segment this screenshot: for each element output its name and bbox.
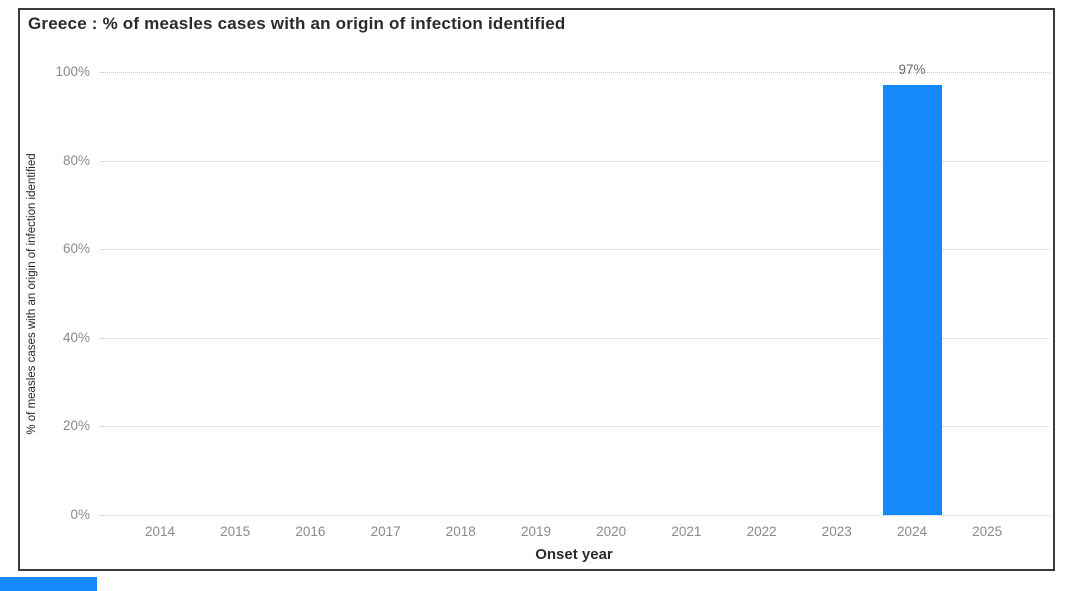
- y-tick-label: 60%: [62, 241, 90, 257]
- gridline-0%: [100, 515, 1050, 516]
- x-tick-label-2020: 2020: [596, 524, 627, 539]
- x-tick-label-2016: 2016: [295, 524, 326, 539]
- x-tick-label-2024: 2024: [896, 524, 928, 539]
- y-tick-label: 0%: [70, 507, 90, 522]
- x-tick-label-2014: 2014: [144, 524, 176, 539]
- gridline-20%: [100, 426, 1050, 428]
- gridline-100%: [100, 72, 1050, 73]
- x-tick-label-2022: 2022: [746, 524, 777, 539]
- bar-value-label-2024: 97%: [898, 62, 926, 78]
- chart-title: Greece : % of measles cases with an orig…: [28, 14, 566, 33]
- y-tick-label: 20%: [62, 418, 90, 434]
- gridline-60%: [100, 249, 1050, 251]
- gridline-80%: [100, 160, 1050, 162]
- chart-frame: [18, 8, 1055, 571]
- y-axis-title: % of measles cases with an origin of inf…: [26, 153, 38, 435]
- x-axis-title: Onset year: [535, 546, 613, 563]
- x-tick-label-2021: 2021: [671, 524, 702, 539]
- x-tick-label-2019: 2019: [520, 524, 552, 539]
- x-tick-label-2023: 2023: [821, 524, 852, 539]
- x-tick-label-2015: 2015: [220, 524, 251, 539]
- x-tick-label-2018: 2018: [445, 524, 476, 539]
- x-tick-label-2025: 2025: [972, 524, 1003, 539]
- y-tick-label: 80%: [62, 152, 90, 168]
- y-tick-label: 100%: [55, 64, 90, 79]
- x-tick-label-2017: 2017: [370, 524, 401, 539]
- y-tick-label: 40%: [62, 329, 90, 345]
- clipped-blue-element: [0, 577, 97, 591]
- bar-2024[interactable]: [882, 85, 942, 515]
- gridline-40%: [100, 337, 1050, 339]
